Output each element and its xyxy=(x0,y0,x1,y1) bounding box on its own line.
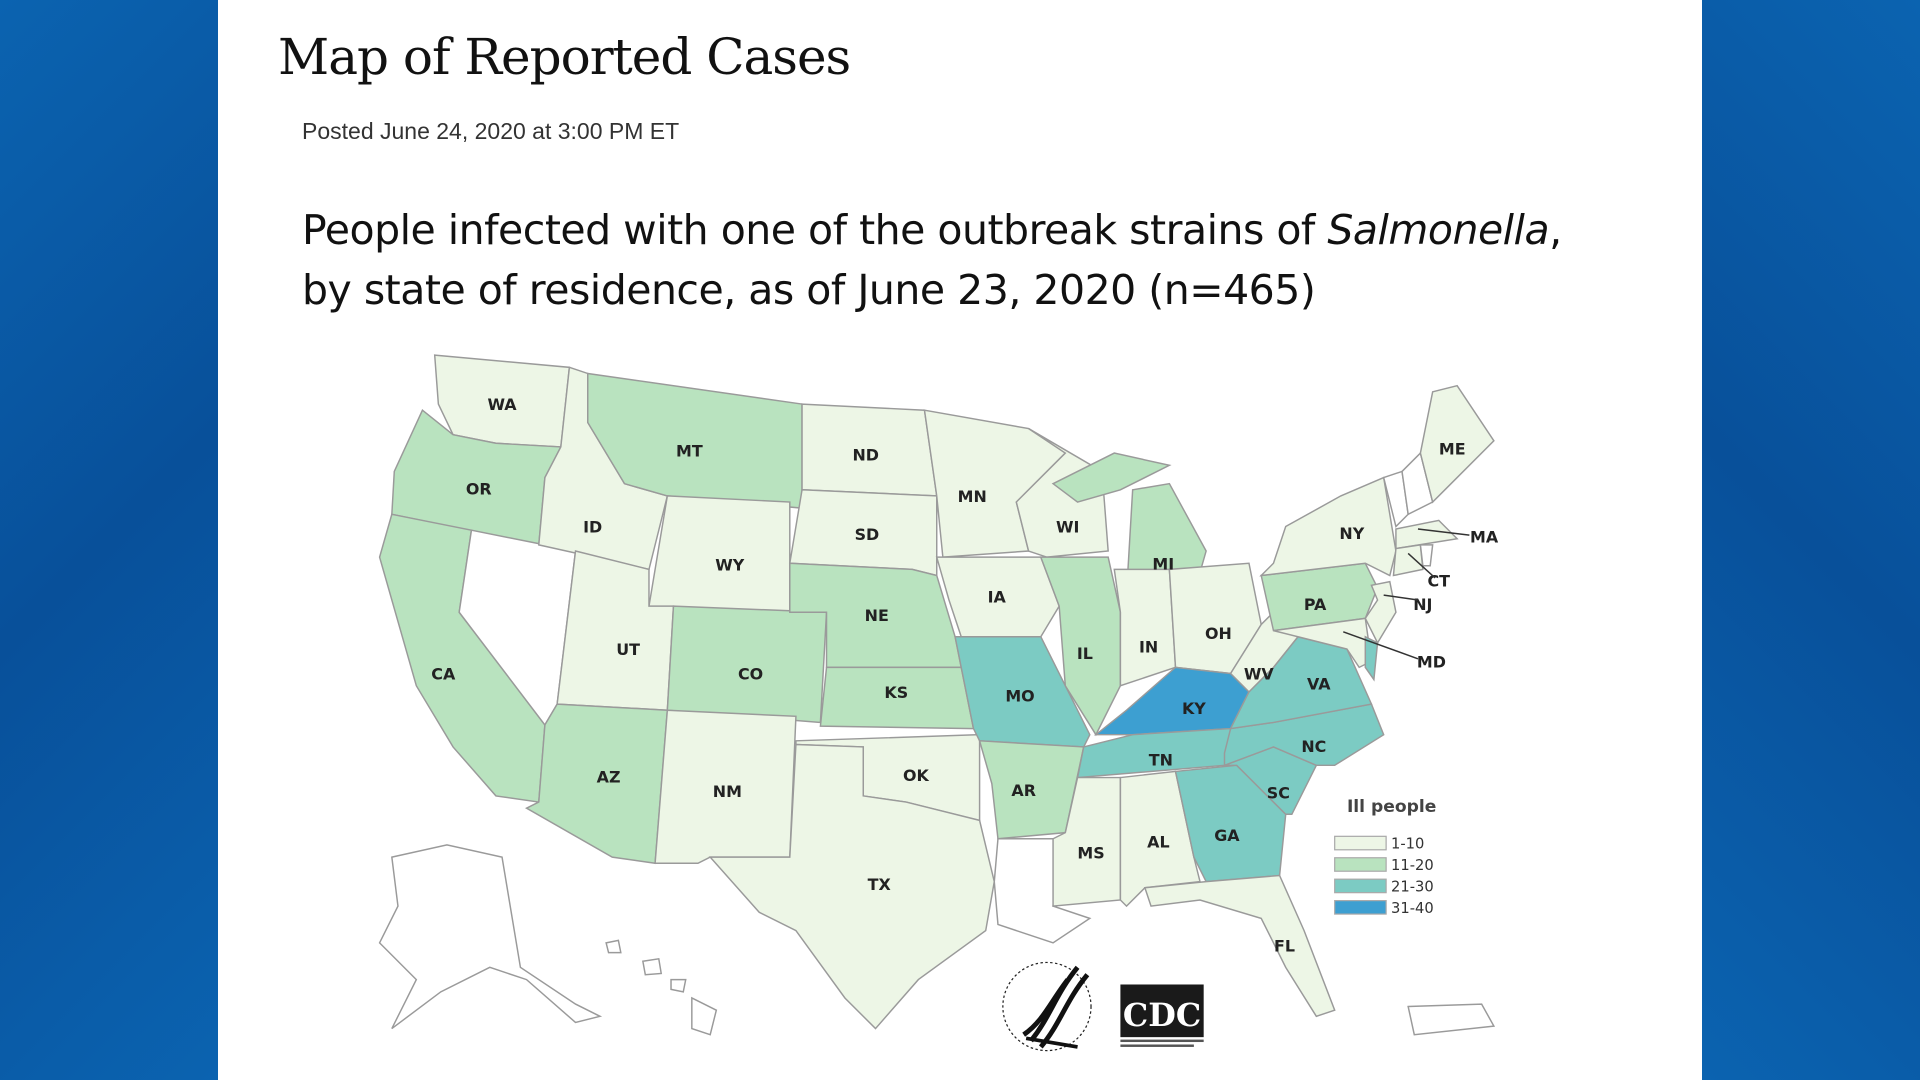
legend-title: Ill people xyxy=(1347,797,1436,817)
state-shape xyxy=(1395,519,1459,550)
state-label-wv: WV xyxy=(1244,665,1275,684)
state-label-oh: OH xyxy=(1205,624,1232,643)
page-title: Map of Reported Cases xyxy=(278,28,851,86)
state-label-al: AL xyxy=(1147,832,1169,851)
state-ma xyxy=(1395,519,1459,550)
state-shape xyxy=(1039,556,1122,737)
state-label-tn: TN xyxy=(1149,750,1173,769)
state-shape xyxy=(691,996,718,1036)
state-label-va: VA xyxy=(1307,674,1331,693)
state-shape xyxy=(1051,452,1172,503)
state-de xyxy=(1364,635,1379,682)
state-wy xyxy=(648,495,791,614)
state-fl xyxy=(1143,874,1336,1018)
state-label-ga: GA xyxy=(1214,826,1240,845)
state-shape xyxy=(1407,1003,1496,1036)
map-caption: People infected with one of the outbreak… xyxy=(302,200,1562,320)
state-label-pa: PA xyxy=(1304,595,1327,614)
state-shape xyxy=(648,495,791,614)
leader-lines xyxy=(1343,528,1470,660)
caption-italic: Salmonella xyxy=(1327,206,1550,254)
state-label-mo: MO xyxy=(1005,687,1034,706)
state-label-or: OR xyxy=(466,480,492,499)
legend-label: 21-30 xyxy=(1391,878,1434,895)
caption-text: People infected with one of the outbreak… xyxy=(302,206,1328,254)
state-label-ks: KS xyxy=(884,683,908,702)
state-label-ky: KY xyxy=(1182,699,1206,718)
state-shape xyxy=(1392,544,1424,577)
state-label-ut: UT xyxy=(616,640,640,659)
state-label-ar: AR xyxy=(1011,781,1036,800)
state-label-ms: MS xyxy=(1077,843,1104,862)
cdc-logo-text: CDC xyxy=(1123,996,1201,1034)
legend-swatch xyxy=(1334,900,1387,915)
caption-comma: , xyxy=(1549,206,1562,254)
state-hi xyxy=(605,939,718,1036)
state-label-nm: NM xyxy=(713,782,742,801)
state-label-ca: CA xyxy=(431,665,456,684)
legend: Ill people 1-10 11-20 21-30 31-40 xyxy=(1334,797,1436,917)
state-shape xyxy=(1419,544,1434,567)
state-ct xyxy=(1392,544,1424,577)
legend-swatch xyxy=(1334,857,1387,872)
legend-label: 31-40 xyxy=(1391,900,1434,917)
state-pr xyxy=(1407,1003,1496,1036)
state-ri xyxy=(1419,544,1434,567)
background-right xyxy=(1702,0,1920,1080)
state-label-fl: FL xyxy=(1274,936,1295,955)
state-md xyxy=(1273,617,1373,669)
state-label-co: CO xyxy=(738,665,763,684)
state-shape xyxy=(670,978,687,993)
posted-date: Posted June 24, 2020 at 3:00 PM ET xyxy=(302,118,680,144)
legend-swatch xyxy=(1334,878,1387,894)
state-label-ok: OK xyxy=(903,766,930,785)
state-label-wa: WA xyxy=(487,395,517,414)
state-il xyxy=(1039,556,1122,737)
state-label-me: ME xyxy=(1439,439,1466,458)
state-label-tx: TX xyxy=(868,875,891,894)
state-label-ny: NY xyxy=(1339,524,1364,543)
legend-label: 1-10 xyxy=(1391,836,1424,853)
state-label-mt: MT xyxy=(676,442,703,461)
state-label-ia: IA xyxy=(988,587,1007,606)
state-label-ma: MA xyxy=(1470,527,1499,546)
state-label-sc: SC xyxy=(1267,783,1290,802)
state-shape xyxy=(641,957,663,976)
state-ny xyxy=(1259,476,1397,577)
state-shape xyxy=(1273,617,1373,669)
state-label-nd: ND xyxy=(852,445,879,464)
state-shape xyxy=(1259,476,1397,577)
state-shape xyxy=(1419,384,1495,504)
state-label-id: ID xyxy=(583,518,602,537)
state-shape xyxy=(378,844,603,1030)
cdc-logo: CDC xyxy=(1120,984,1204,1047)
state-label-md: MD xyxy=(1417,652,1446,671)
state-label-mn: MN xyxy=(958,487,987,506)
state-label-wi: WI xyxy=(1056,518,1079,537)
hhs-logo xyxy=(1002,961,1092,1052)
state-shape xyxy=(1113,568,1177,687)
state-label-nc: NC xyxy=(1301,737,1326,756)
state-label-ne: NE xyxy=(865,606,889,625)
state-label-in: IN xyxy=(1139,638,1158,657)
state-label-nj: NJ xyxy=(1413,595,1432,614)
state-label-il: IL xyxy=(1077,644,1093,663)
caption-line2: by state of residence, as of June 23, 20… xyxy=(302,266,1316,314)
state-in xyxy=(1113,568,1177,687)
state-me xyxy=(1419,384,1495,504)
background-left xyxy=(0,0,218,1080)
state-shape xyxy=(605,939,622,954)
state-label-sd: SD xyxy=(855,525,880,544)
legend-swatch xyxy=(1334,835,1387,851)
state-label-az: AZ xyxy=(597,767,621,786)
legend-label: 11-20 xyxy=(1391,857,1434,874)
state-shape xyxy=(1143,874,1336,1018)
state-shape xyxy=(978,740,1085,840)
state-label-wy: WY xyxy=(715,556,745,575)
state-label-mi: MI xyxy=(1152,554,1174,573)
state-shape xyxy=(1364,635,1379,682)
state-ak xyxy=(378,844,603,1030)
state-ar xyxy=(978,740,1085,840)
